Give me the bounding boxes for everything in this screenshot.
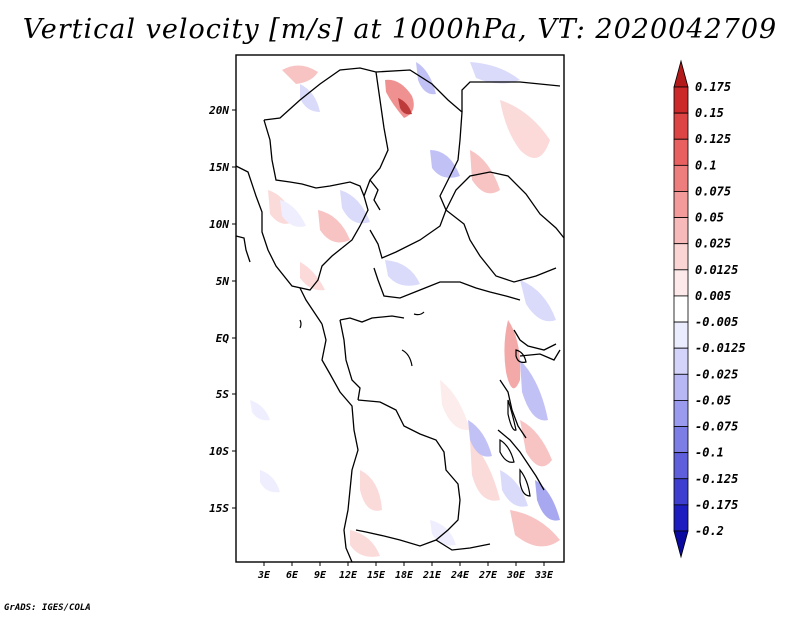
colorbar-label: -0.075: [695, 420, 738, 434]
lat-label: 10S: [209, 445, 229, 458]
colorbar: 0.175 0.15 0.125 0.1 0.075 0.05 0.025 0.0125 0.0…: [673, 59, 746, 559]
colorbar-swatch: [673, 217, 689, 245]
lat-label: 5N: [216, 275, 230, 288]
lat-label: 15N: [209, 161, 229, 174]
colorbar-swatch: [673, 400, 689, 427]
lat-label: EQ: [216, 332, 230, 345]
colorbar-label: -0.005: [695, 315, 738, 329]
lon-axis: 3E 6E 9E 12E 15E 18E 21E 24E 27E 30E 33E: [257, 562, 554, 581]
map-title: Vertical velocity [m/s] at 1000hPa, VT: …: [22, 14, 778, 45]
colorbar-swatch: [673, 243, 689, 271]
colorbar-label: 0.0125: [695, 263, 738, 277]
colorbar-swatch: [673, 426, 689, 454]
colorbar-label: 0.1: [695, 158, 717, 172]
colorbar-swatch: [673, 347, 689, 375]
colorbar-label: -0.025: [695, 367, 738, 381]
colorbar-swatch: [673, 478, 689, 506]
colorbar-max-arrow: [673, 59, 689, 88]
lon-label: 6E: [286, 570, 299, 581]
colorbar-label: -0.1: [695, 446, 724, 460]
colorbar-label: 0.15: [695, 106, 724, 120]
colorbar-min-arrow: [673, 530, 689, 559]
lat-label: 15S: [209, 502, 229, 515]
lon-label: 24E: [450, 570, 470, 581]
lon-label: 18E: [395, 570, 414, 581]
colorbar-label: 0.075: [695, 184, 731, 198]
colorbar-swatch: [673, 112, 689, 140]
colorbar-swatch: [673, 164, 689, 192]
lon-label: 27E: [478, 570, 498, 581]
colorbar-label: -0.2: [695, 524, 724, 538]
lon-label: 30E: [506, 570, 526, 581]
colorbar-swatch: [673, 452, 689, 480]
colorbar-swatch: [673, 191, 689, 218]
colorbar-label: 0.05: [695, 211, 724, 225]
colorbar-swatch: [673, 138, 689, 166]
lon-label: 12E: [339, 570, 358, 581]
grads-credit: GrADS: IGES/COLA: [4, 603, 91, 613]
colorbar-label: -0.05: [695, 393, 731, 407]
colorbar-label: 0.025: [695, 237, 731, 251]
lat-axis: 20N 15N 10N 5N EQ 5S 10S 15S: [208, 104, 236, 515]
lon-label: 3E: [257, 570, 271, 581]
country-borders: [235, 67, 565, 563]
colorbar-label: -0.125: [695, 472, 738, 486]
colorbar-swatch: [673, 86, 689, 114]
lat-label: 20N: [208, 104, 229, 117]
colorbar-label: 0.125: [695, 132, 731, 146]
lon-label: 21E: [422, 570, 442, 581]
colorbar-label: -0.175: [695, 498, 738, 512]
lon-label: 15E: [367, 570, 386, 581]
velocity-field: [250, 62, 560, 557]
colorbar-swatch: [673, 373, 689, 401]
colorbar-label: 0.175: [695, 80, 731, 94]
colorbar-swatch: [673, 295, 689, 323]
colorbar-swatch: [673, 269, 689, 297]
colorbar-label: -0.0125: [695, 341, 746, 355]
lat-label: 10N: [209, 218, 229, 231]
lakes: [299, 311, 531, 497]
lon-label: 33E: [534, 570, 554, 581]
lat-label: 5S: [216, 388, 230, 401]
colorbar-label: 0.005: [695, 289, 731, 303]
colorbar-swatch: [673, 504, 689, 532]
map-panel: 20N 15N 10N 5N EQ 5S 10S 15S 3E 6E 9E 12…: [208, 54, 565, 581]
lon-label: 9E: [314, 570, 327, 581]
colorbar-swatch: [673, 321, 689, 349]
